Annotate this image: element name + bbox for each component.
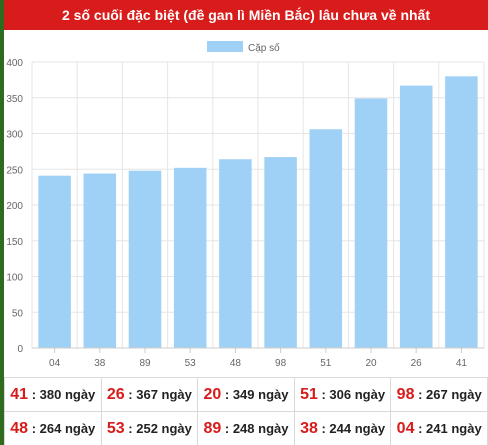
stats-separator: : [221,420,233,436]
stats-separator: : [28,386,40,402]
bar-chart: 0 50 100 150 200 250 300 350 400 04 38 89 53 48 98 51 20… [6,41,485,369]
bar [399,85,433,348]
x-tick-label: 53 [185,358,197,369]
stats-separator: : [317,420,330,436]
axes: 0 50 100 150 200 250 300 350 400 04 38 89 53 48 98 51 20… [6,58,484,369]
x-tick-label: 98 [275,358,287,369]
stats-number: 89 [203,419,222,437]
bar [309,129,343,348]
x-tick-label: 38 [94,358,106,369]
stats-days: 349 ngày [232,386,289,402]
stats-days: 248 ngày [232,420,289,436]
stats-days: 367 ngày [136,386,192,402]
bar [219,159,252,348]
stats-cell: 38 : 244 ngày [293,411,392,445]
x-tick-label: 20 [365,358,377,369]
stats-number: 04 [396,419,415,437]
stats-separator: : [221,386,233,402]
stats-days: 380 ngày [39,386,96,402]
stats-cell: 41 : 380 ngày [4,377,102,412]
stats-row: 41 : 380 ngày 26 : 367 ngày 20 : 349 ngà… [4,377,488,412]
bars [38,76,478,349]
stats-separator: : [28,420,40,436]
bar [264,157,297,348]
x-tick-label: 48 [230,358,242,369]
bar [38,175,71,348]
stats-days: 241 ngày [426,420,482,436]
stats-cell: 53 : 252 ngày [100,411,199,445]
stats-cell: 26 : 367 ngày [100,377,199,412]
stats-number: 26 [106,385,125,403]
stats-cell: 20 : 349 ngày [197,377,295,412]
stats-cell: 51 : 306 ngày [293,377,392,412]
x-tick-label: 51 [320,358,332,369]
chart-title: 2 số cuối đặc biệt (đề gan lì Miền Bắc) … [4,0,488,30]
y-tick-label: 50 [12,308,24,319]
bar [128,170,162,348]
stats-days: 244 ngày [329,420,386,436]
x-tick-label: 04 [49,358,61,369]
stats-days: 264 ngày [39,420,96,436]
stats-cell: 98 : 267 ngày [390,377,488,412]
stats-days: 252 ngày [136,420,192,436]
stats-number: 51 [300,385,318,403]
stats-number: 20 [203,385,222,403]
stats-separator: : [414,386,427,402]
y-tick-label: 400 [6,58,23,69]
stats-separator: : [124,386,137,402]
stats-separator: : [317,386,330,402]
legend-swatch [207,41,243,52]
stats-days: 306 ngày [329,386,386,402]
x-tick-label: 89 [139,358,151,369]
stats-days: 267 ngày [426,386,482,402]
bar [173,167,207,348]
stats-number: 38 [300,419,318,437]
stats-number: 41 [10,385,29,403]
y-tick-label: 200 [6,201,23,212]
stats-separator: : [414,420,427,436]
y-tick-label: 300 [6,130,23,141]
y-tick-label: 0 [17,344,23,355]
bar [83,173,117,348]
stats-separator: : [124,420,137,436]
y-tick-label: 350 [6,94,23,105]
y-tick-label: 250 [6,165,23,176]
stats-number: 48 [10,419,29,437]
bar [354,98,388,348]
y-tick-label: 100 [6,273,23,284]
stats-table: 41 : 380 ngày 26 : 367 ngày 20 : 349 ngà… [4,377,488,445]
stats-row: 48 : 264 ngày 53 : 252 ngày 89 : 248 ngà… [4,411,488,445]
stats-number: 53 [106,419,125,437]
legend-label: Cặp số [248,42,280,54]
stats-cell: 48 : 264 ngày [4,411,102,445]
y-tick-label: 150 [6,237,23,248]
stats-cell: 04 : 241 ngày [390,411,488,445]
x-tick-label: 26 [411,358,423,369]
stats-cell: 89 : 248 ngày [197,411,295,445]
bar [445,76,478,349]
stats-number: 98 [396,385,415,403]
x-tick-label: 41 [456,358,468,369]
legend[interactable]: Cặp số [207,41,280,54]
